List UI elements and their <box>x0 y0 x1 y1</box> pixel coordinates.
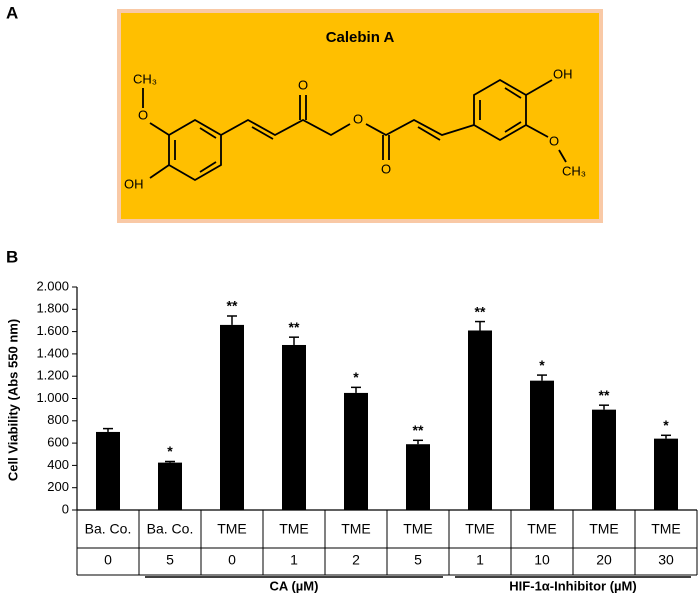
y-tick-label: 800 <box>47 412 69 427</box>
dose-label: 1 <box>290 552 298 568</box>
significance-label: ** <box>227 298 238 314</box>
category-label: TME <box>527 521 557 537</box>
significance-label: ** <box>599 387 610 403</box>
significance-label: * <box>663 417 669 433</box>
significance-label: * <box>353 369 359 385</box>
bond <box>149 164 170 179</box>
bond <box>251 126 274 140</box>
atom-label: O <box>138 107 148 122</box>
panel-label: A <box>6 3 18 22</box>
dose-label: 0 <box>104 552 112 568</box>
chain <box>220 118 351 137</box>
dose-label: 0 <box>228 552 236 568</box>
category-label: TME <box>403 521 433 537</box>
category-label: Ba. Co. <box>85 521 132 537</box>
bar <box>344 392 368 510</box>
bar <box>96 431 120 510</box>
y-tick-label: 1.400 <box>36 345 69 360</box>
dose-label: 5 <box>414 552 422 568</box>
bond <box>525 79 553 96</box>
category-label: TME <box>589 521 619 537</box>
atom-label: OH <box>124 176 144 191</box>
dose-label: 2 <box>352 552 360 568</box>
category-label: TME <box>217 521 247 537</box>
dose-label: 30 <box>658 552 674 568</box>
chain <box>365 118 475 137</box>
group-label: CA (µM) <box>270 578 319 593</box>
y-tick-label: 1.800 <box>36 301 69 316</box>
bar <box>282 344 306 510</box>
bar <box>530 380 554 510</box>
bond <box>504 87 522 99</box>
dose-label: 10 <box>534 552 550 568</box>
panel-label: B <box>6 247 18 266</box>
y-tick-label: 600 <box>47 435 69 450</box>
atom-label: CH₃ <box>133 71 157 86</box>
category-label: TME <box>651 521 681 537</box>
atom-label: CH₃ <box>562 163 586 178</box>
category-label: Ba. Co. <box>147 521 194 537</box>
atom-label: O <box>549 133 559 148</box>
bond <box>199 127 217 139</box>
significance-label: * <box>539 357 545 373</box>
atom-label: O <box>353 111 363 126</box>
bond <box>504 121 522 133</box>
category-label: TME <box>279 521 309 537</box>
bar <box>468 330 492 510</box>
structure-title: Calebin A <box>326 29 395 46</box>
y-tick-label: 400 <box>47 457 69 472</box>
bond <box>417 126 441 141</box>
group-label: HIF-1α-Inhibitor (µM) <box>509 578 636 593</box>
structure: CH₃ O OH O O O OH O CH₃ <box>124 66 586 191</box>
bond <box>199 161 217 173</box>
y-axis-label: Cell Viability (Abs 550 nm) <box>5 319 20 481</box>
bar <box>592 409 616 510</box>
bar <box>406 444 430 510</box>
y-tick-label: 1.200 <box>36 368 69 383</box>
atom-label: O <box>381 161 391 176</box>
dose-label: 5 <box>166 552 174 568</box>
significance-label: ** <box>289 319 300 335</box>
dose-label: 1 <box>476 552 484 568</box>
significance-label: ** <box>413 422 424 438</box>
bar <box>220 324 244 510</box>
bond <box>149 122 170 136</box>
atom-label: O <box>298 77 308 92</box>
y-tick-label: 1.000 <box>36 390 69 405</box>
y-tick-label: 1.600 <box>36 323 69 338</box>
bond <box>525 124 549 138</box>
atom-label: OH <box>553 66 573 81</box>
structure-box <box>117 9 603 223</box>
category-label: TME <box>341 521 371 537</box>
significance-label: ** <box>475 303 486 319</box>
y-tick-label: 0 <box>62 501 69 516</box>
bar <box>158 462 182 510</box>
y-tick-label: 200 <box>47 479 69 494</box>
significance-label: * <box>167 443 173 459</box>
bar <box>654 438 678 510</box>
y-tick-label: 2.000 <box>36 278 69 293</box>
category-label: TME <box>465 521 495 537</box>
bond <box>558 149 567 163</box>
dose-label: 20 <box>596 552 612 568</box>
